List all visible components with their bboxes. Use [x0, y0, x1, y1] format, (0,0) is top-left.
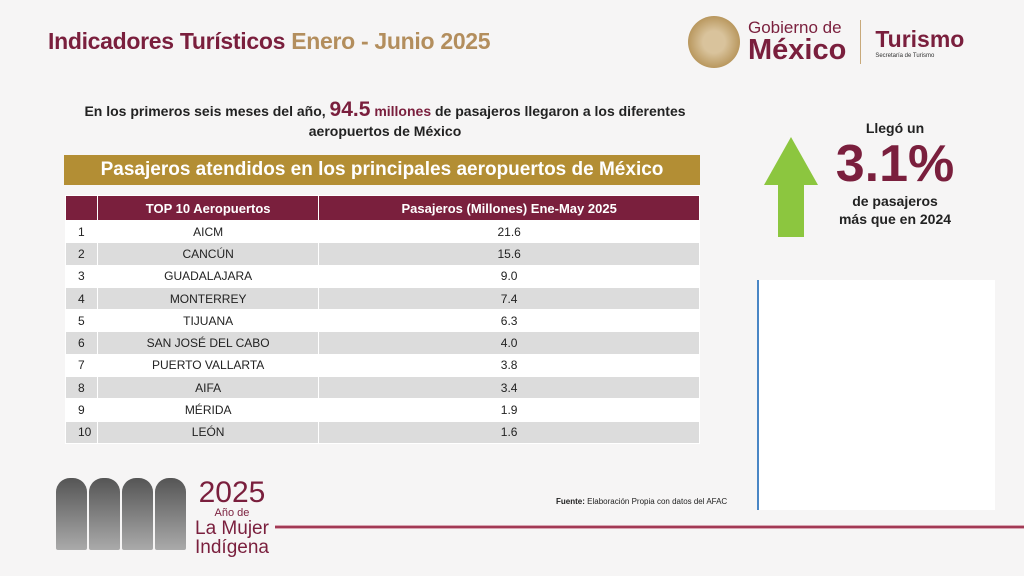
rank-cell: 6	[65, 331, 98, 355]
passengers-cell: 9.0	[318, 264, 700, 288]
logo-text: México	[748, 34, 847, 66]
airport-cell: CANCÚN	[96, 242, 320, 266]
stat-label: más que en 2024	[838, 211, 952, 227]
rank-cell: 9	[65, 398, 98, 422]
page-title: Indicadores Turísticos Enero - Junio 202…	[48, 28, 491, 54]
table-row: 7 PUERTO VALLARTA 3.8	[65, 353, 700, 378]
rank-cell: 10	[65, 420, 98, 444]
stat-label: Llegó un	[865, 120, 925, 136]
airport-cell: GUADALAJARA	[96, 264, 320, 288]
indigenous-women-illustration	[56, 470, 186, 550]
col-header: Pasajeros (Millones) Ene-May 2025	[318, 195, 700, 221]
airport-cell: LEÓN	[96, 420, 320, 444]
passengers-cell: 3.8	[318, 353, 700, 378]
rank-cell: 1	[65, 219, 98, 244]
airport-cell: AICM	[96, 219, 320, 244]
airport-cell: MÉRIDA	[96, 398, 320, 422]
rank-cell: 4	[65, 286, 98, 311]
airport-cell: PUERTO VALLARTA	[96, 353, 320, 378]
footer-line	[275, 525, 1024, 529]
logo-text: Gobierno de	[748, 18, 842, 37]
airport-cell: MONTERREY	[96, 286, 320, 311]
table-row: 3 GUADALAJARA 9.0	[65, 264, 700, 288]
rank-cell: 3	[65, 264, 98, 288]
national-seal-icon	[688, 16, 740, 68]
passengers-cell: 4.0	[318, 331, 700, 355]
airport-cell: AIFA	[96, 376, 320, 400]
source-note: Fuente: Elaboración Propia con datos del…	[556, 497, 728, 506]
rank-cell: 2	[65, 242, 98, 266]
table-row: 8 AIFA 3.4	[65, 376, 700, 400]
rank-cell: 8	[65, 376, 98, 400]
stat-label: de pasajeros	[852, 193, 938, 209]
table-row: 2 CANCÚN 15.6	[65, 242, 700, 266]
table-row: 10 LEÓN 1.6	[65, 420, 700, 444]
logo-text: Secretaría de Turismo	[875, 52, 935, 59]
table-row: 9 MÉRIDA 1.9	[65, 398, 700, 422]
up-arrow-icon	[764, 137, 818, 237]
table-row: 1 AICM 21.6	[65, 219, 700, 244]
growth-stat: Llegó un 3.1% de pasajeros más que en 20…	[820, 120, 970, 228]
rank-cell: 7	[65, 353, 98, 378]
table-row: 6 SAN JOSÉ DEL CABO 4.0	[65, 331, 700, 355]
blank-panel	[757, 280, 995, 510]
gobierno-logo: Gobierno de México Turismo Secretaría de T…	[688, 16, 964, 68]
year-logo: 2025 Año de La Mujer Indígena	[195, 476, 269, 558]
divider	[860, 20, 862, 64]
table-row: 5 TIJUANA 6.3	[65, 309, 700, 333]
passengers-cell: 15.6	[318, 242, 700, 266]
col-header: TOP 10 Aeropuertos	[96, 195, 320, 221]
airport-cell: TIJUANA	[96, 309, 320, 333]
logo-text: Turismo	[875, 25, 965, 52]
passengers-cell: 6.3	[318, 309, 700, 333]
table-row: 4 MONTERREY 7.4	[65, 286, 700, 311]
airports-table: TOP 10 Aeropuertos Pasajeros (Millones) …	[65, 195, 700, 444]
passengers-cell: 1.6	[318, 420, 700, 444]
passengers-cell: 7.4	[318, 286, 700, 311]
passengers-cell: 1.9	[318, 398, 700, 422]
intro-text: En los primeros seis meses del año, 94.5…	[84, 98, 686, 139]
passengers-cell: 21.6	[318, 219, 700, 244]
passengers-cell: 3.4	[318, 376, 700, 400]
airport-cell: SAN JOSÉ DEL CABO	[96, 331, 320, 355]
col-header	[65, 195, 98, 221]
rank-cell: 5	[65, 309, 98, 333]
stat-value: 3.1%	[835, 135, 955, 193]
table-banner: Pasajeros atendidos en los principales a…	[64, 155, 700, 185]
